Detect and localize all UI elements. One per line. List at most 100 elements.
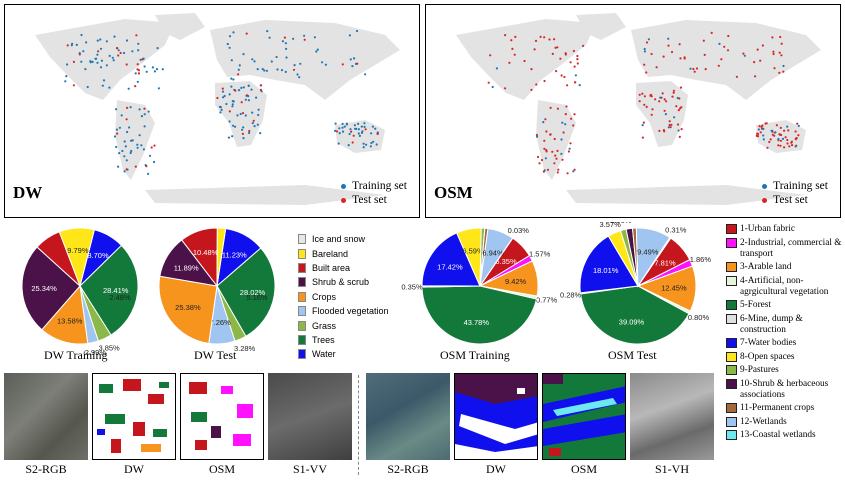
map-sample-dot (753, 61, 756, 64)
map-sample-dot (777, 137, 780, 141)
map-sample-dot (244, 114, 247, 117)
map-sample-dot (118, 152, 121, 155)
map-sample-dot (143, 65, 146, 68)
map-sample-dot (128, 126, 131, 129)
map-sample-dot (115, 108, 118, 111)
map-sample-dot (266, 30, 269, 33)
map-sample-dot (221, 87, 224, 90)
map-sample-dot (572, 49, 575, 53)
pie-value-label: 25.34% (31, 284, 57, 293)
map-sample-dot (362, 142, 365, 145)
map-sample-dot (370, 141, 373, 145)
map-sample-dot (335, 130, 339, 133)
pie-value-label: 17.42% (437, 262, 463, 271)
map-sample-dot (523, 59, 526, 63)
map-sample-dot (259, 84, 262, 87)
map-sample-dot (679, 86, 682, 89)
map-sample-dot (71, 42, 74, 46)
osm-legend-item: 8-Open spaces (726, 351, 845, 363)
map-sample-dot (248, 131, 251, 135)
map-sample-dot (786, 142, 789, 145)
map-sample-dot (126, 130, 129, 134)
map-sample-dot (135, 34, 138, 37)
map-sample-dot (534, 39, 538, 43)
world-map-osm (456, 13, 821, 205)
map-sample-dot (542, 121, 545, 124)
map-sample-dot (794, 145, 797, 148)
legend-swatch (726, 300, 737, 310)
map-sample-dot (259, 88, 262, 91)
map-sample-dot (341, 63, 344, 66)
map-sample-dot (677, 109, 680, 112)
legend-training: Training set (352, 180, 407, 192)
map-sample-dot (111, 56, 114, 59)
map-sample-dot (244, 98, 247, 101)
pie-value-label: 1.04% (623, 222, 645, 223)
osm-legend-item: 3-Arable land (726, 262, 845, 273)
map-sample-dot (268, 36, 271, 39)
map-sample-dot (265, 69, 268, 72)
map-sample-dot (582, 44, 585, 48)
osm-legend-item: 1-Urban fabric (726, 224, 845, 235)
map-sample-dot (89, 60, 92, 63)
map-sample-dot (543, 36, 546, 39)
map-sample-dot (116, 47, 119, 50)
thumb-label-7: OSM (570, 462, 597, 476)
map-sample-dot (775, 124, 778, 127)
map-sample-dot (334, 129, 337, 132)
map-sample-dot (643, 95, 646, 98)
map-sample-dot (361, 130, 364, 133)
map-sample-dot (357, 128, 360, 131)
map-sample-dot (232, 78, 235, 81)
thumb-osm-1 (180, 373, 264, 460)
thumb-s1-vv (268, 373, 352, 460)
map-sample-dot (756, 48, 759, 51)
map-sample-dot (75, 43, 78, 47)
map-sample-dot (757, 128, 760, 131)
osm-class-legend: 1-Urban fabric 2-Industrial, commercial &… (726, 224, 845, 444)
legend-label: 10-Shrub & herbaceous associations (740, 378, 829, 400)
map-sample-dot (239, 112, 242, 116)
map-sample-dot (676, 96, 679, 100)
map-sample-dot (108, 86, 111, 89)
pie-value-label: 7.81% (654, 258, 676, 267)
legend-swatch (726, 403, 737, 413)
map-sample-dot (245, 32, 248, 35)
thumb-s1-vh (630, 373, 714, 460)
map-sample-dot (230, 85, 233, 88)
map-sample-dot (147, 172, 150, 175)
map-legend-osm: Training set Test set (762, 179, 828, 207)
map-sample-dot (136, 80, 139, 83)
pie-slice (216, 227, 227, 287)
map-sample-dot (246, 94, 249, 97)
map-sample-dot (726, 49, 730, 52)
thumb-label-5: S2-RGB (387, 462, 429, 476)
map-sample-dot (86, 85, 89, 89)
map-sample-dot (790, 140, 793, 143)
map-sample-dot (257, 108, 260, 111)
map-sample-dot (219, 111, 222, 114)
map-sample-dot (554, 46, 557, 49)
map-sample-dot (241, 132, 244, 135)
dw-class-legend: Ice and snow Bareland Built area Shrub & sc… (298, 232, 389, 362)
map-sample-dot (543, 79, 546, 83)
map-sample-dot (779, 144, 782, 147)
map-sample-dot (148, 154, 152, 157)
dw-legend-item: Shrub & scrub (298, 275, 389, 289)
map-sample-dot (543, 139, 546, 142)
map-sample-dot (303, 34, 306, 37)
osm-legend-item: 12-Wetlands (726, 416, 845, 428)
legend-label: 11-Permanent crops (740, 403, 815, 413)
osm-legend-item: 7-Water bodies (726, 338, 845, 349)
map-sample-dot (797, 124, 800, 127)
map-sample-dot (545, 130, 548, 133)
osm-legend-item: 10-Shrub & herbaceous associations (726, 378, 845, 401)
map-sample-dot (573, 65, 576, 68)
map-sample-dot (556, 171, 559, 174)
legend-label: 2-Industrial, commercial & transport (740, 237, 842, 259)
map-sample-dot (95, 57, 98, 60)
map-sample-dot (723, 45, 726, 48)
pie-value-label: 8.70% (87, 251, 109, 260)
map-sample-dot (772, 52, 775, 56)
map-sample-dot (695, 67, 699, 70)
